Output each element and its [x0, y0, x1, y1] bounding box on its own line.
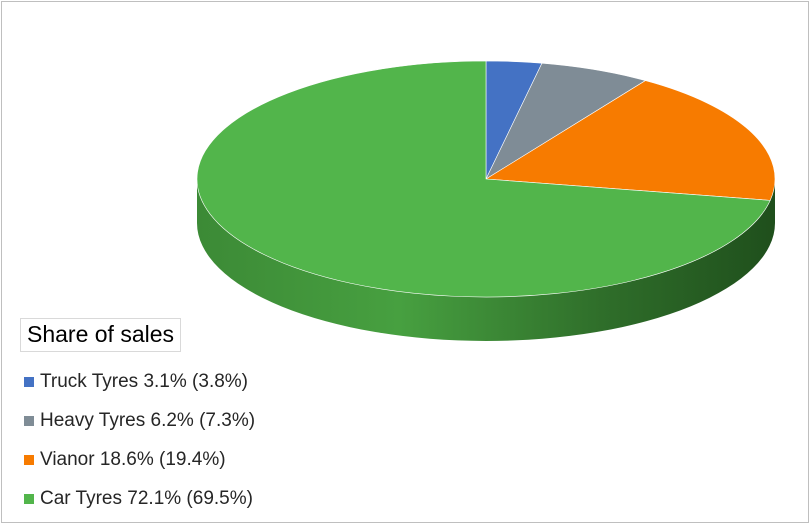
- pie-side-wall-car-tyres: [197, 179, 775, 341]
- legend-item-car-tyres: Car Tyres 72.1% (69.5%): [20, 479, 255, 518]
- legend-title: Share of sales: [20, 318, 182, 352]
- legend-swatch: [24, 454, 34, 465]
- legend: Share of sales Truck Tyres 3.1% (3.8%) He…: [20, 318, 255, 518]
- legend-swatch: [24, 376, 34, 387]
- legend-item-truck-tyres: Truck Tyres 3.1% (3.8%): [20, 362, 255, 401]
- legend-swatch: [24, 415, 34, 426]
- legend-item-vianor: Vianor 18.6% (19.4%): [20, 440, 255, 479]
- legend-item-heavy-tyres: Heavy Tyres 6.2% (7.3%): [20, 401, 255, 440]
- legend-label: Truck Tyres 3.1% (3.8%): [40, 370, 249, 392]
- pie-slice-car-tyres: [196, 60, 771, 298]
- legend-swatch: [24, 493, 34, 504]
- pie-slice-vianor: [485, 80, 776, 201]
- legend-label: Car Tyres 72.1% (69.5%): [40, 487, 253, 509]
- legend-label: Heavy Tyres 6.2% (7.3%): [40, 409, 256, 431]
- pie-slices: [196, 60, 776, 298]
- legend-label: Vianor 18.6% (19.4%): [40, 448, 226, 470]
- pie-side-wall: [197, 179, 775, 341]
- legend-items: Truck Tyres 3.1% (3.8%) Heavy Tyres 6.2% …: [20, 362, 255, 518]
